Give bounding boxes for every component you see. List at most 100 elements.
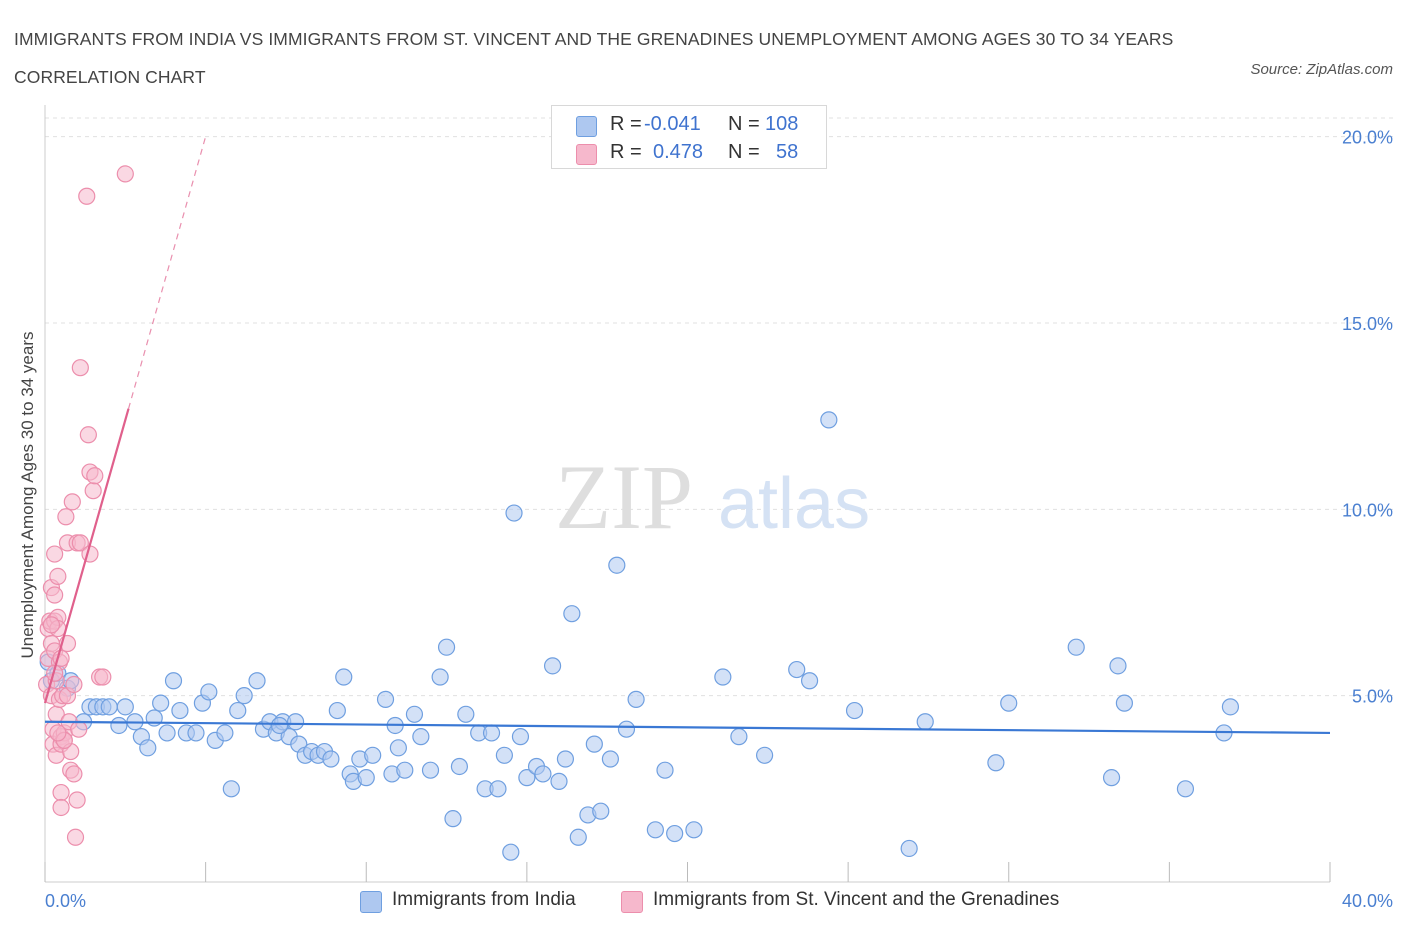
stvincent-point: [52, 798, 70, 817]
india-point: [916, 713, 934, 731]
india-point: [495, 746, 513, 764]
india-point: [646, 821, 664, 839]
y-tick-label: 5.0%: [1352, 687, 1393, 707]
legend-r-value: 0.478: [653, 141, 704, 163]
bottom-legend-label: Immigrants from India: [392, 889, 576, 910]
legend-n-label: N =: [728, 141, 760, 163]
india-point: [1176, 780, 1195, 798]
india-point: [550, 772, 568, 790]
x-tick-label: 40.0%: [1342, 891, 1393, 911]
legend-r-label: R =: [610, 141, 642, 163]
legend-swatch-blue: [576, 116, 597, 137]
legend-n-label: N =: [728, 113, 760, 135]
india-point: [627, 690, 645, 708]
india-point: [286, 713, 305, 731]
india-point: [457, 705, 475, 723]
stvincent-point: [70, 720, 88, 738]
stvincent-point: [68, 791, 86, 809]
india-point: [270, 716, 289, 735]
india-point: [714, 668, 732, 686]
india-point: [482, 724, 501, 742]
india-point: [357, 769, 375, 787]
india-point: [187, 724, 205, 742]
india-point: [685, 821, 703, 839]
stvincent-point: [57, 508, 75, 526]
legend-r-label: R =: [610, 113, 642, 135]
stvincent-point: [49, 567, 67, 586]
bottom-legend-label: Immigrants from St. Vincent and the Gren…: [653, 889, 1060, 910]
india-point: [1221, 698, 1240, 716]
india-point: [200, 683, 218, 701]
india-point: [820, 411, 838, 429]
india-point: [556, 750, 575, 768]
india-point: [569, 828, 587, 846]
india-point: [617, 720, 636, 738]
india-point: [322, 750, 340, 768]
y-tick-label: 10.0%: [1342, 500, 1393, 520]
india-point: [164, 672, 183, 690]
india-point: [987, 754, 1005, 772]
chart-title: IMMIGRANTS FROM INDIA VS IMMIGRANTS FROM…: [14, 29, 1174, 87]
india-point: [788, 660, 806, 679]
india-point: [364, 746, 382, 764]
watermark-zip: ZIP: [555, 446, 693, 548]
india-point: [1000, 694, 1018, 712]
india-point: [900, 839, 918, 858]
india-point: [608, 556, 626, 574]
india-point: [444, 810, 462, 828]
india-point: [216, 724, 234, 742]
stvincent-point: [66, 828, 85, 846]
stats-legend: R = -0.041 N = 108 R = 0.478 N = 58: [551, 105, 827, 169]
india-point: [100, 698, 118, 716]
stvincent-point: [116, 165, 134, 183]
india-point: [505, 504, 523, 522]
india-point: [511, 728, 530, 746]
india-point: [328, 701, 346, 720]
india-point: [601, 750, 620, 768]
india-point: [152, 694, 170, 712]
stvincent-point: [71, 534, 89, 552]
india-point: [585, 735, 603, 753]
india-point: [396, 761, 414, 779]
legend-n-value: 58: [776, 141, 799, 163]
bottom-legend-swatch-pink: [621, 891, 643, 913]
india-point: [229, 701, 247, 720]
india-point: [412, 728, 430, 746]
stvincent-point: [84, 482, 102, 500]
stvincent-point: [46, 545, 64, 563]
stvincent-trend-line: [43, 408, 130, 704]
stvincent-trend-extension: [127, 136, 207, 409]
india-point: [171, 701, 189, 720]
bottom-legend-swatch-blue: [360, 891, 382, 913]
legend-n-value: 108: [765, 113, 799, 135]
india-point: [376, 690, 395, 708]
india-point: [1067, 638, 1085, 656]
india-point: [405, 705, 424, 723]
stvincent-point: [46, 586, 64, 604]
india-point: [592, 802, 610, 820]
y-tick-label: 15.0%: [1342, 314, 1393, 334]
india-point: [421, 761, 440, 779]
stvincent-point: [42, 616, 61, 634]
stvincent-point: [71, 359, 89, 377]
india-point: [534, 765, 552, 783]
india-point: [335, 668, 353, 686]
india-point: [543, 657, 562, 675]
stvincent-point: [49, 724, 67, 742]
stvincent-point: [52, 783, 70, 802]
stvincent-point: [65, 675, 83, 694]
watermark-atlas: atlas: [718, 464, 870, 544]
india-point: [248, 672, 266, 690]
india-point: [563, 605, 581, 623]
stvincent-point: [86, 467, 104, 485]
india-point: [518, 769, 536, 787]
stvincent-point: [78, 187, 96, 205]
india-trend-line: [44, 720, 1331, 735]
stvincent-point: [94, 668, 112, 686]
y-tick-label: 20.0%: [1342, 128, 1393, 148]
legend-r-value: -0.041: [644, 113, 701, 135]
india-point: [502, 843, 520, 861]
india-point: [666, 824, 684, 843]
india-point: [235, 687, 253, 705]
india-point: [110, 716, 128, 735]
